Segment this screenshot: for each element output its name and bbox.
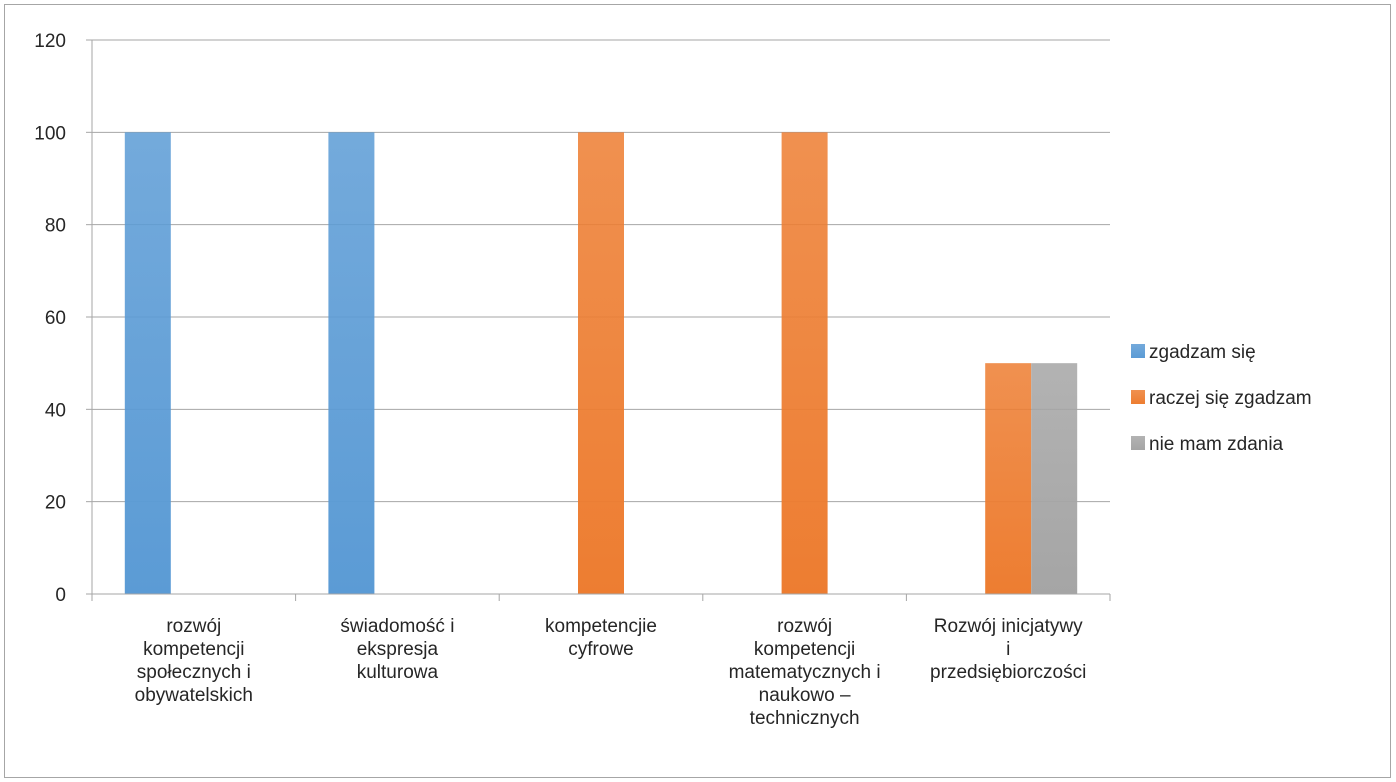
y-tick-label: 60: [45, 308, 66, 329]
legend-swatch: [1131, 436, 1145, 450]
bar: [781, 132, 828, 595]
chart-frame: [4, 4, 1391, 778]
x-tick-label: Rozwój inicjatywy i przedsiębiorczości: [930, 616, 1086, 683]
legend-label: nie mam zdania: [1149, 434, 1284, 455]
bar: [124, 132, 171, 595]
legend-swatch: [1131, 344, 1145, 358]
legend-swatch: [1131, 390, 1145, 404]
bar: [328, 132, 375, 595]
y-tick-label: 80: [45, 216, 66, 237]
legend-label: zgadzam się: [1149, 342, 1256, 363]
bars: [124, 132, 1078, 595]
y-tick-label: 100: [34, 123, 66, 144]
y-tick-label: 120: [34, 31, 66, 52]
bar: [578, 132, 624, 595]
x-tick-label: rozwój kompetencji społecznych i obywatelsk…: [135, 616, 253, 706]
bar: [985, 363, 1032, 594]
legend-label: raczej się zgadzam: [1149, 388, 1312, 409]
y-axis: 0 20 40 60 80 100 120: [34, 31, 93, 606]
x-tick-label: kompetencjie cyfrowe: [545, 616, 657, 660]
x-tick-label: rozwój kompetencji matematycznych i naukowo…: [729, 616, 881, 729]
x-axis: rozwój kompetencji społecznych i obywatelsk…: [91, 593, 1111, 729]
y-tick-label: 20: [45, 493, 66, 514]
bar: [1031, 363, 1078, 594]
x-tick-label: świadomość i ekspresja kulturowa: [340, 616, 454, 683]
y-tick-label: 0: [55, 585, 66, 606]
y-tick-label: 40: [45, 400, 66, 421]
legend: zgadzam się raczej się zgadzam nie mam zda…: [1131, 342, 1312, 455]
